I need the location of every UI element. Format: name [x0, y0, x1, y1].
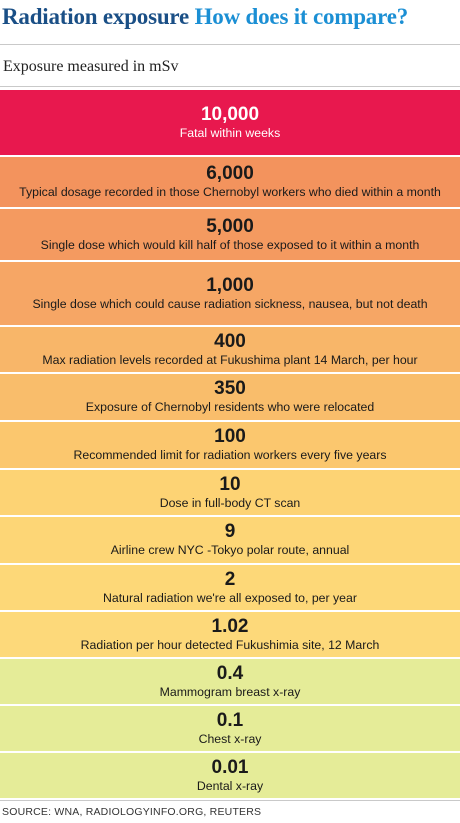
exposure-band: 0.1 Chest x-ray — [0, 706, 460, 751]
source-note: SOURCE: WNA, RADIOLOGYINFO.ORG, REUTERS — [2, 806, 262, 818]
exposure-value: 9 — [224, 521, 236, 542]
exposure-label: Max radiation levels recorded at Fukushi… — [42, 353, 418, 367]
subtitle-divider — [0, 86, 460, 87]
exposure-value: 0.01 — [211, 757, 249, 778]
exposure-label: Mammogram breast x-ray — [159, 685, 301, 699]
exposure-label: Dental x-ray — [196, 779, 264, 793]
exposure-value: 10,000 — [200, 104, 260, 125]
exposure-label: Exposure of Chernobyl residents who were… — [85, 400, 375, 414]
subtitle: Exposure measured in mSv — [3, 58, 179, 75]
exposure-label: Chest x-ray — [198, 732, 262, 746]
exposure-band: 6,000 Typical dosage recorded in those Ch… — [0, 157, 460, 207]
exposure-value: 0.4 — [216, 663, 244, 684]
footer-divider — [0, 800, 460, 801]
exposure-label: Recommended limit for radiation workers … — [73, 448, 387, 462]
exposure-value: 5,000 — [206, 216, 254, 237]
exposure-band: 10,000 Fatal within weeks — [0, 90, 460, 155]
exposure-band: 400 Max radiation levels recorded at Fuku… — [0, 327, 460, 372]
exposure-label: Dose in full-body CT scan — [159, 496, 301, 510]
exposure-label: Single dose which would kill half of tho… — [40, 238, 420, 252]
exposure-label: Natural radiation we're all exposed to, … — [103, 591, 357, 605]
exposure-value: 1.02 — [211, 616, 249, 637]
exposure-label: Radiation per hour detected Fukushimia s… — [80, 638, 380, 652]
title-divider — [0, 44, 460, 45]
exposure-label: Fatal within weeks — [179, 126, 281, 140]
exposure-value: 100 — [214, 426, 246, 447]
exposure-label: Single dose which could cause radiation … — [32, 297, 428, 311]
exposure-band: 0.01 Dental x-ray — [0, 753, 460, 798]
chart-title: Radiation exposure How does it compare? — [2, 4, 408, 30]
exposure-band: 350 Exposure of Chernobyl residents who w… — [0, 374, 460, 420]
exposure-value: 6,000 — [206, 163, 254, 184]
exposure-label: Typical dosage recorded in those Chernob… — [19, 185, 441, 199]
exposure-band: 9 Airline crew NYC -Tokyo polar route, an… — [0, 517, 460, 563]
exposure-value: 0.1 — [216, 710, 244, 731]
exposure-band: 2 Natural radiation we're all exposed to,… — [0, 565, 460, 610]
exposure-value: 10 — [219, 474, 241, 495]
exposure-value: 1,000 — [206, 275, 254, 296]
exposure-value: 350 — [214, 378, 246, 399]
exposure-band: 0.4 Mammogram breast x-ray — [0, 659, 460, 704]
exposure-band: 5,000 Single dose which would kill half o… — [0, 209, 460, 260]
exposure-band: 1,000 Single dose which could cause radia… — [0, 262, 460, 325]
exposure-value: 2 — [224, 569, 236, 590]
title-main: Radiation exposure — [2, 4, 190, 29]
exposure-band: 100 Recommended limit for radiation worke… — [0, 422, 460, 468]
exposure-label: Airline crew NYC -Tokyo polar route, ann… — [110, 543, 350, 557]
title-question: How does it compare? — [194, 4, 409, 29]
exposure-band: 1.02 Radiation per hour detected Fukushim… — [0, 612, 460, 657]
exposure-value: 400 — [214, 331, 246, 352]
exposure-band: 10 Dose in full-body CT scan — [0, 470, 460, 515]
